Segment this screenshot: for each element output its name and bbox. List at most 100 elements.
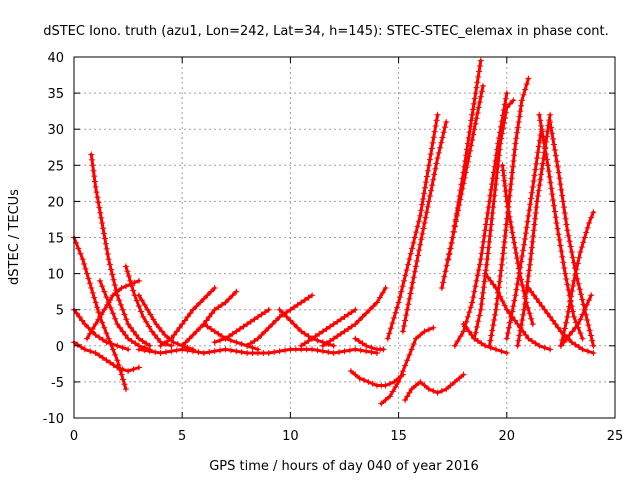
series-25-point (454, 337, 461, 344)
series-21-point (387, 325, 394, 332)
series-20-point (460, 371, 467, 378)
series-24-point (478, 88, 485, 95)
series-21-point (405, 261, 412, 268)
y-tick-label-7: 25 (47, 159, 64, 174)
series-12-point (211, 328, 218, 335)
series-35-point (497, 293, 504, 300)
series-22-point (422, 214, 429, 221)
series-31-point (537, 117, 544, 124)
series-30-point (526, 261, 533, 268)
series-1-point (119, 344, 126, 351)
series-4-point (114, 292, 121, 299)
series-37-point (468, 331, 475, 338)
series-8-point (146, 348, 153, 355)
series-31-point (540, 134, 547, 141)
series-5-point (112, 315, 119, 322)
series-25-point (457, 333, 464, 340)
series-24-point (456, 202, 463, 209)
series-20-point (404, 393, 411, 400)
series-2-point (110, 362, 117, 369)
series-8-point (217, 347, 224, 354)
series-24-point (475, 104, 482, 111)
x-tick-label-3: 15 (390, 429, 407, 444)
series-0-point (75, 245, 82, 252)
series-28-point (510, 234, 517, 241)
series-21-point (431, 128, 438, 135)
series-33-point (555, 324, 562, 331)
series-32-point (569, 254, 576, 261)
series-19-point (412, 335, 419, 342)
series-23-point (474, 79, 481, 86)
series-21-point (417, 212, 424, 219)
series-33-point (575, 344, 582, 351)
series-24-point (471, 126, 478, 133)
series-22-point (441, 124, 448, 131)
series-9-point (171, 331, 178, 338)
series-3-point (122, 283, 129, 290)
series-2-point (135, 364, 142, 371)
series-33-point (536, 299, 543, 306)
series-30-point (532, 215, 539, 222)
series-17-point (355, 337, 362, 344)
series-8-point (157, 350, 164, 357)
series-25-point (460, 328, 467, 335)
series-13-point (272, 317, 279, 324)
series-0-point (120, 376, 127, 383)
series-25-point (475, 266, 482, 273)
series-36-point (572, 324, 579, 331)
series-4-point (95, 199, 102, 206)
series-35-point (492, 285, 499, 292)
series-29-point (518, 258, 525, 265)
series-21-point (396, 294, 403, 301)
series-30-point (533, 204, 540, 211)
series-19-point (421, 328, 428, 335)
series-15-point (348, 309, 355, 316)
series-24-point (479, 82, 486, 89)
series-6-point (151, 331, 158, 338)
series-31-point (549, 191, 556, 198)
series-29-point (523, 224, 530, 231)
series-33-point (541, 306, 548, 313)
series-6-point (127, 277, 134, 284)
series-20-point (412, 382, 419, 389)
series-22-point (418, 236, 425, 243)
series-30-point (528, 244, 535, 251)
series-23-point (441, 273, 448, 280)
series-22-point (421, 220, 428, 227)
series-25-point (467, 304, 474, 311)
series-27-point (507, 186, 514, 193)
series-1-point (103, 339, 110, 346)
series-35 (482, 270, 554, 353)
series-32-point (550, 141, 557, 148)
series-11-point (217, 337, 224, 344)
series-37-point (471, 335, 478, 342)
series-23-point (476, 63, 483, 70)
series-19-point (402, 362, 409, 369)
series-30-point (516, 332, 523, 339)
series-30-point (529, 238, 536, 245)
series-28-point (501, 177, 508, 184)
series-0-point (122, 386, 129, 393)
series-28-point (503, 198, 510, 205)
series-26-point (492, 186, 499, 193)
series-19-point (425, 326, 432, 333)
series-8-point (168, 348, 175, 355)
series-9-point (187, 310, 194, 317)
series-28-point (502, 188, 509, 195)
series-4-point (91, 178, 98, 185)
series-28-point (526, 310, 533, 317)
series-27-point (520, 91, 527, 98)
series-25-point (469, 299, 476, 306)
series-12-point (249, 344, 256, 351)
series-19-point (410, 340, 417, 347)
series-13-point (301, 297, 308, 304)
series-30-point (531, 221, 538, 228)
series-18-point (356, 375, 363, 382)
series-28-point (501, 182, 508, 189)
series-15-line (299, 308, 357, 348)
series-11-point (251, 316, 258, 323)
series-35-point (506, 310, 513, 317)
series-22-point (431, 171, 438, 178)
series-24 (445, 82, 486, 263)
series-34-point (583, 229, 590, 236)
